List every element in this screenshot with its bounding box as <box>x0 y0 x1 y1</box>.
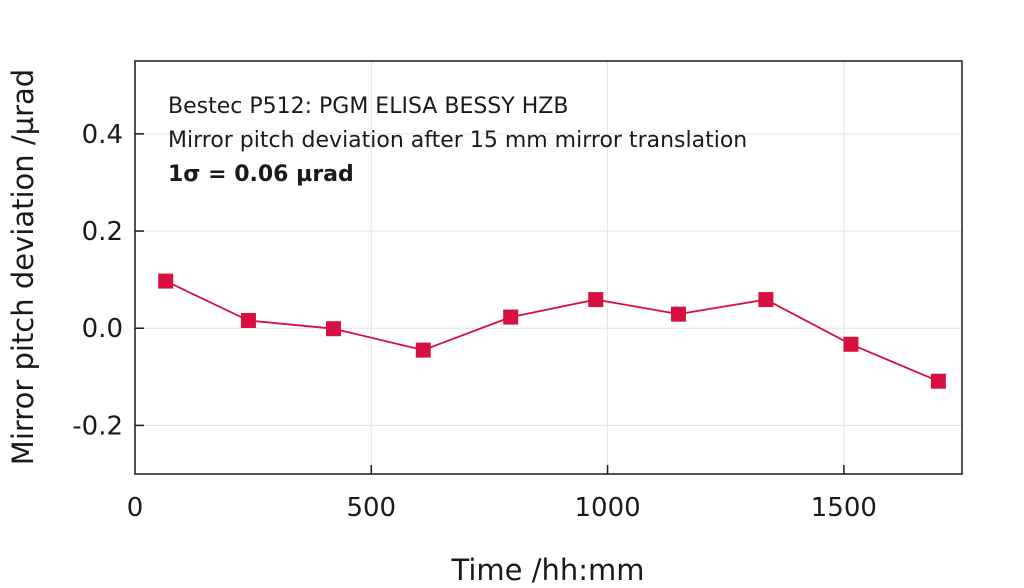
x-tick-label: 1500 <box>811 493 877 523</box>
data-point <box>930 373 946 389</box>
annotations: Bestec P512: PGM ELISA BESSY HZB Mirror … <box>168 94 747 187</box>
data-point <box>588 292 604 308</box>
x-tick-label: 1000 <box>574 493 640 523</box>
annotation-sigma: 1σ = 0.06 µrad <box>168 162 354 187</box>
x-axis-label: Time /hh:mm <box>451 553 645 587</box>
y-axis-label: Mirror pitch deviation /µrad <box>6 69 40 465</box>
series-line <box>165 280 939 383</box>
plot-area-frame <box>134 60 963 475</box>
y-tick-label: 0.4 <box>82 120 123 150</box>
data-point <box>670 306 686 322</box>
annotation-subtitle: Mirror pitch deviation after 15 mm mirro… <box>168 128 747 153</box>
x-tick-label: 500 <box>346 493 396 523</box>
data-point <box>503 309 519 325</box>
data-point <box>240 312 256 328</box>
x-tick-label: 0 <box>127 493 144 523</box>
data-point <box>843 336 859 352</box>
data-point <box>415 342 431 358</box>
grid <box>135 61 962 474</box>
y-tick-label: 0.2 <box>82 217 123 247</box>
series <box>158 273 946 389</box>
data-point <box>758 292 774 308</box>
y-tick-label: -0.2 <box>72 411 123 441</box>
y-tick-label: 0.0 <box>82 314 123 344</box>
axis-ticks: 0 500 1000 1500 -0.2 0.0 0.2 0.4 <box>72 120 877 523</box>
data-point <box>325 321 341 337</box>
annotation-title: Bestec P512: PGM ELISA BESSY HZB <box>168 94 568 119</box>
data-point <box>158 273 174 289</box>
